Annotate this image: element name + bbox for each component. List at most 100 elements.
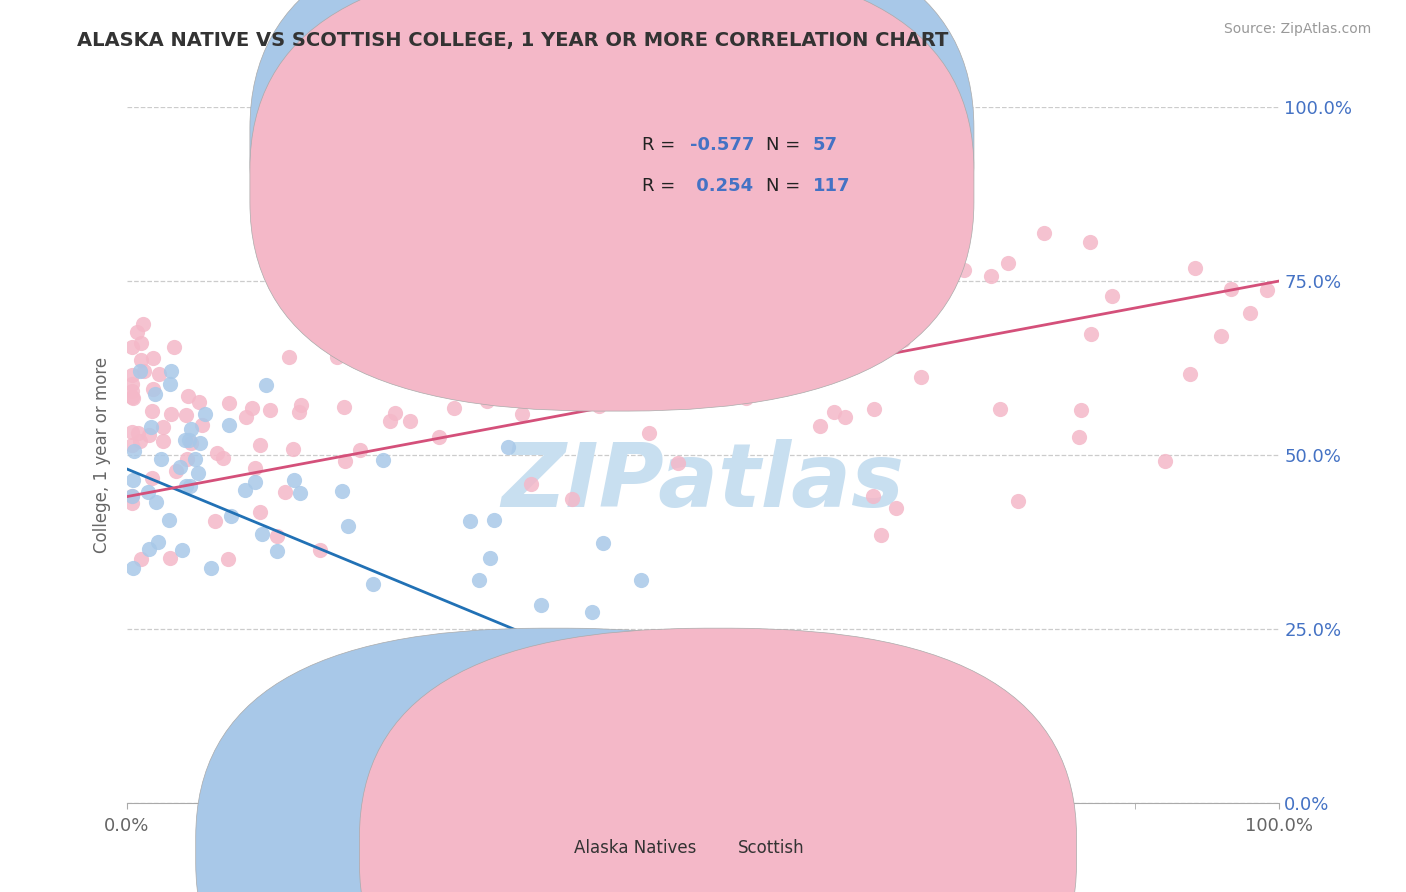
FancyBboxPatch shape — [195, 628, 912, 892]
Point — [138, 428, 160, 442]
Point — [211, 450, 233, 465]
Point — [1101, 289, 1123, 303]
Point — [581, 605, 603, 619]
Point — [1007, 494, 1029, 508]
Point — [150, 452, 173, 467]
Point — [136, 484, 159, 499]
Point — [127, 426, 149, 441]
Point — [142, 351, 165, 365]
Point — [834, 409, 856, 424]
Point — [187, 395, 209, 409]
Point — [467, 574, 489, 588]
Point — [333, 454, 356, 468]
Point — [176, 479, 198, 493]
Point — [1080, 326, 1102, 341]
Point — [309, 543, 332, 558]
Point — [122, 561, 145, 575]
Point — [159, 364, 181, 378]
Point — [249, 438, 271, 452]
Point — [121, 438, 143, 452]
Point — [170, 542, 193, 557]
Point — [139, 419, 162, 434]
Point — [145, 495, 167, 509]
Point — [200, 561, 222, 575]
Point — [249, 504, 271, 518]
Point — [443, 401, 465, 415]
Point — [479, 631, 502, 645]
Point — [498, 440, 520, 454]
Point — [159, 377, 181, 392]
Point — [1239, 305, 1261, 319]
Point — [254, 378, 277, 392]
Point — [759, 322, 782, 336]
Point — [169, 459, 191, 474]
Point — [259, 402, 281, 417]
Point — [336, 684, 359, 698]
Point — [141, 404, 163, 418]
Point — [343, 271, 366, 285]
Point — [884, 500, 907, 515]
Point — [489, 368, 512, 382]
Point — [808, 418, 831, 433]
Text: N =: N = — [766, 177, 807, 194]
Point — [1256, 283, 1278, 297]
Point — [1154, 454, 1177, 468]
Point — [520, 476, 543, 491]
Text: 57: 57 — [813, 136, 838, 153]
Point — [138, 542, 160, 557]
Point — [1033, 226, 1056, 240]
Point — [997, 255, 1019, 269]
Point — [1180, 368, 1202, 382]
Point — [180, 435, 202, 450]
Point — [121, 473, 143, 487]
Point — [266, 544, 288, 558]
Point — [661, 346, 683, 360]
Text: Source: ZipAtlas.com: Source: ZipAtlas.com — [1223, 22, 1371, 37]
Point — [284, 250, 307, 264]
Point — [218, 418, 240, 433]
Point — [174, 408, 197, 422]
Point — [399, 414, 422, 428]
Point — [142, 382, 165, 396]
Point — [288, 485, 311, 500]
Point — [330, 484, 353, 499]
Point — [485, 630, 508, 644]
Point — [501, 630, 523, 644]
Point — [157, 513, 180, 527]
Point — [159, 550, 181, 565]
Point — [326, 350, 349, 364]
Point — [451, 634, 474, 648]
Point — [148, 367, 170, 381]
Point — [221, 508, 243, 523]
Point — [862, 402, 884, 417]
Point — [176, 451, 198, 466]
Point — [121, 391, 143, 405]
Point — [530, 598, 553, 612]
Point — [243, 475, 266, 489]
Point — [250, 526, 273, 541]
Point — [162, 340, 184, 354]
Point — [634, 394, 657, 409]
Point — [953, 263, 976, 277]
Point — [458, 514, 481, 528]
Point — [160, 407, 183, 421]
Point — [173, 434, 195, 448]
Point — [194, 407, 217, 421]
Point — [825, 338, 848, 352]
Point — [311, 317, 333, 331]
Point — [823, 405, 845, 419]
Point — [592, 536, 614, 550]
Point — [121, 376, 143, 391]
Point — [188, 436, 211, 450]
Point — [510, 407, 533, 421]
Point — [980, 269, 1002, 284]
Point — [177, 433, 200, 447]
Point — [177, 389, 200, 403]
Point — [378, 414, 401, 428]
Point — [578, 315, 600, 329]
Point — [592, 326, 614, 340]
Point — [384, 406, 406, 420]
Point — [146, 534, 169, 549]
Point — [235, 409, 257, 424]
Point — [131, 317, 153, 331]
